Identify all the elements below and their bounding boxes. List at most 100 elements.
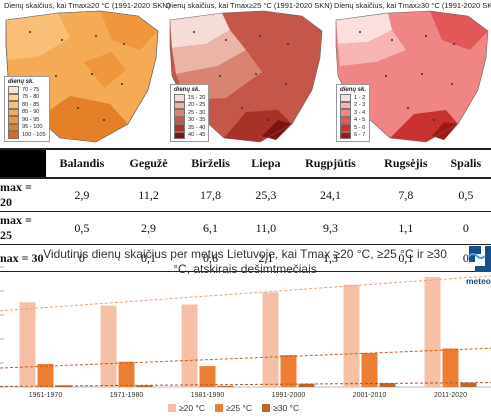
legend-label: 1 - 2 bbox=[354, 94, 366, 101]
legend-item-20: ≥20 °C bbox=[168, 403, 205, 413]
map-title: Dienų skaičius, kai Tmax≥30 °C (1991-202… bbox=[334, 1, 491, 10]
row-label: max = 20 bbox=[0, 178, 46, 212]
legend-label: 15 - 20 bbox=[188, 94, 206, 101]
legend-label: 20 - 25 bbox=[188, 102, 206, 109]
table-cell: 9,3 bbox=[289, 211, 371, 245]
legend-label: ≥30 °C bbox=[273, 403, 300, 413]
legend-row: 40 - 45 bbox=[174, 131, 206, 139]
legend-label: 30 - 35 bbox=[188, 117, 206, 124]
legend-row: 3 - 4 bbox=[340, 109, 366, 117]
map-legend: dienų sk. 1 - 2 2 - 3 3 - 4 4 - 5 5 - 6 … bbox=[336, 84, 371, 142]
table-cell: 0,5 bbox=[46, 211, 118, 245]
table-cell: 1,3 bbox=[289, 244, 371, 272]
table-row: max = 20 2,9 11,2 17,8 25,3 24,1 7,8 0,5 bbox=[0, 178, 491, 212]
table-cell: 1,1 bbox=[370, 211, 441, 245]
legend-item-25: ≥25 °C bbox=[215, 403, 252, 413]
logo-text: meteo bbox=[465, 276, 491, 286]
legend-label: 25 - 30 bbox=[188, 109, 206, 116]
legend-label: 5 - 6 bbox=[354, 124, 366, 131]
legend-row: 30 - 35 bbox=[174, 116, 206, 124]
legend-label: 3 - 4 bbox=[354, 109, 366, 116]
legend-label: 95 - 100 bbox=[22, 124, 43, 131]
lithuania-map-30 bbox=[335, 10, 489, 143]
legend-label: 2 - 3 bbox=[354, 102, 366, 109]
table-row: max = 25 0,5 2,9 6,1 11,0 9,3 1,1 0 bbox=[0, 211, 491, 245]
legend-row: 70 - 75 bbox=[8, 86, 46, 94]
table-cell: 17,8 bbox=[179, 178, 242, 212]
legend-label: 40 - 45 bbox=[188, 132, 206, 139]
legend-row: 15 - 20 bbox=[174, 94, 205, 102]
table-cell: 0,1 bbox=[117, 244, 180, 272]
lithuania-map-20 bbox=[5, 10, 159, 143]
table-cell: 11,0 bbox=[241, 211, 290, 245]
legend-label: ≥25 °C bbox=[226, 403, 253, 413]
table-corner bbox=[0, 148, 46, 179]
legend-label: 4 - 5 bbox=[354, 117, 366, 124]
legend-row: 6 - 7 bbox=[340, 131, 366, 139]
column-header: Gegužė bbox=[117, 148, 180, 179]
legend-row: 90 - 95 bbox=[8, 116, 46, 124]
chart-legend: ≥20 °C ≥25 °C ≥30 °C bbox=[168, 403, 299, 413]
column-header: Birželis bbox=[179, 148, 242, 179]
map-panel-20: Dienų skaičius, kai Tmax≥20 °C (1991-202… bbox=[0, 0, 170, 146]
column-header: Rugpjūtis bbox=[289, 148, 371, 179]
table-cell: 6,1 bbox=[179, 211, 242, 245]
legend-label: 35 - 40 bbox=[188, 124, 206, 131]
legend-row: 95 - 100 bbox=[8, 123, 46, 131]
map-panel-30: Dienų skaičius, kai Tmax≥30 °C (1991-202… bbox=[332, 0, 491, 146]
legend-row: 1 - 2 bbox=[340, 94, 366, 102]
table-cell: 0 bbox=[46, 244, 118, 272]
legend-label: 75 - 80 bbox=[22, 94, 40, 101]
column-header: Spalis bbox=[440, 148, 491, 179]
maps-section: Dienų skaičius, kai Tmax≥20 °C (1991-202… bbox=[0, 0, 491, 146]
table-cell: 7,8 bbox=[370, 178, 441, 212]
legend-label: ≥20 °C bbox=[179, 403, 206, 413]
legend-title: dienų sk. bbox=[174, 87, 201, 93]
table-cell: 24,1 bbox=[289, 178, 371, 212]
legend-title: dienų sk. bbox=[340, 87, 367, 93]
legend-row: 5 - 6 bbox=[340, 124, 366, 132]
table-header-row: Balandis Gegužė Birželis Liepa Rugpjūtis… bbox=[0, 148, 491, 179]
legend-row: 4 - 5 bbox=[340, 116, 366, 124]
map-panel-25: Dienų skaičius, kai Tmax≥25 °C (1991-202… bbox=[166, 0, 333, 146]
legend-label: 85 - 90 bbox=[22, 109, 40, 116]
legend-label: 6 - 7 bbox=[354, 132, 366, 139]
legend-row: 100 - 105 bbox=[8, 131, 46, 139]
legend-row: 75 - 80 bbox=[8, 93, 46, 101]
decade-chart-area: Vidutinis dienų skaičius per metus Lietu… bbox=[0, 236, 491, 419]
row-label: nax = 30 bbox=[0, 244, 46, 272]
column-header: Balandis bbox=[46, 148, 118, 179]
legend-item-30: ≥30 °C bbox=[262, 403, 299, 413]
table-cell: 0,1 bbox=[370, 244, 441, 272]
table-cell: 2,9 bbox=[117, 211, 180, 245]
table-cell: 0,6 bbox=[179, 244, 242, 272]
legend-label: 70 - 75 bbox=[22, 86, 40, 93]
chart-title: Vidutinis dienų skaičius per metus Lietu… bbox=[43, 247, 447, 276]
meteo-logo-icon bbox=[468, 246, 491, 272]
row-label: max = 25 bbox=[0, 211, 46, 245]
map-title: Dienų skaičius, kai Tmax≥20 °C (1991-202… bbox=[4, 1, 171, 10]
table-cell: 11,2 bbox=[117, 178, 180, 212]
table-cell: 2,1 bbox=[241, 244, 290, 272]
legend-row: 85 - 90 bbox=[8, 108, 46, 116]
monthly-days-table: Balandis Gegužė Birželis Liepa Rugpjūtis… bbox=[0, 148, 491, 272]
table-cell: 25,3 bbox=[241, 178, 290, 212]
column-header: Liepa bbox=[241, 148, 290, 179]
legend-row: 25 - 30 bbox=[174, 109, 205, 117]
table-row: nax = 30 0 0,1 0,6 2,1 1,3 0,1 0 bbox=[0, 244, 491, 272]
legend-row: 35 - 40 bbox=[174, 124, 205, 132]
legend-title: dienų sk. bbox=[8, 79, 35, 85]
legend-label: 90 - 95 bbox=[22, 116, 40, 123]
column-header: Rugsėjis bbox=[370, 148, 441, 179]
legend-row: 80 - 85 bbox=[8, 101, 46, 109]
map-title: Dienų skaičius, kai Tmax≥25 °C (1991-202… bbox=[166, 1, 333, 10]
legend-label: 100 - 105 bbox=[22, 131, 46, 138]
map-legend: dienų sk. 15 - 20 20 - 25 25 - 30 30 - 3… bbox=[170, 84, 210, 142]
map-legend: dienų sk. 70 - 75 75 - 80 80 - 85 85 - 9… bbox=[4, 76, 50, 142]
table-cell: 0 bbox=[440, 211, 491, 245]
legend-label: 80 - 85 bbox=[22, 101, 40, 108]
legend-row: 2 - 3 bbox=[340, 101, 366, 109]
table-cell: 0,5 bbox=[440, 178, 491, 212]
legend-row: 20 - 25 bbox=[174, 101, 206, 109]
table-cell: 2,9 bbox=[46, 178, 118, 212]
